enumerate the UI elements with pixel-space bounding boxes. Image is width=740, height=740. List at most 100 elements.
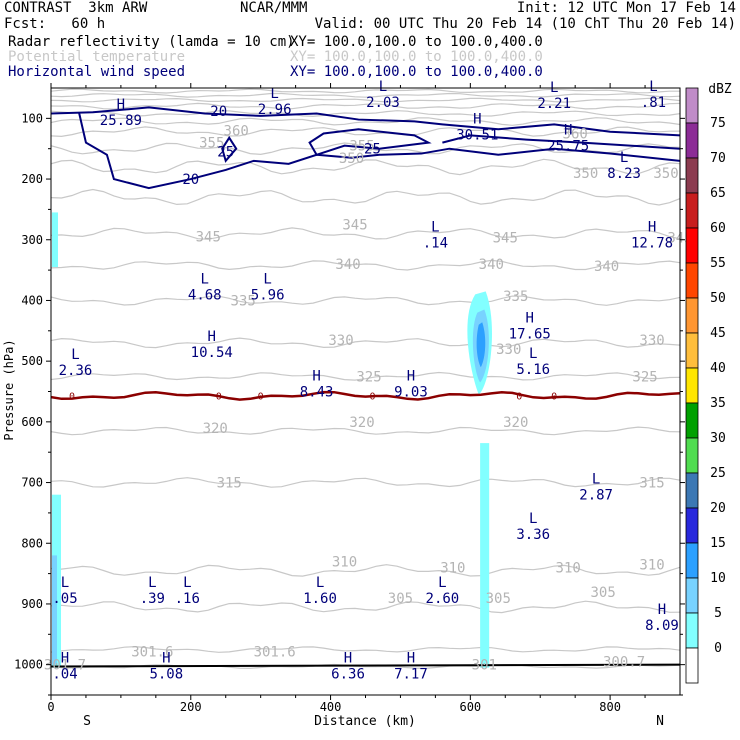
y-tick-label: 600 <box>21 415 43 429</box>
colorbar-label: 0 <box>714 641 722 656</box>
extremum-marker: H <box>526 311 534 327</box>
colorbar-label: 5 <box>714 606 722 621</box>
extremum-value: 10.54 <box>191 345 233 361</box>
theta-isoline-label: 340 <box>335 257 360 273</box>
extremum-value: 2.03 <box>366 95 400 111</box>
theta-isoline-label: 301 <box>472 658 497 674</box>
theta-isoline-label: 315 <box>639 476 664 492</box>
header-org: NCAR/MMM <box>240 0 308 16</box>
theta-isoline-label: 330 <box>496 342 521 358</box>
extremum-value: 8.23 <box>607 166 641 182</box>
extremum-marker: L <box>620 150 628 166</box>
extremum-marker: L <box>71 347 79 363</box>
y-tick-label: 500 <box>21 354 43 368</box>
theta-isoline-label: 320 <box>203 421 228 437</box>
theta-isoline-label: 350 <box>653 166 678 182</box>
colorbar-label: 35 <box>710 396 726 411</box>
header-init: Init: 12 UTC Mon 17 Feb 14 <box>516 0 736 16</box>
freezing-level-label: 0 <box>369 392 375 403</box>
extremum-marker: L <box>529 511 537 527</box>
theta-isoline-label: 340 <box>479 257 504 273</box>
extremum-value: 5.96 <box>251 287 285 303</box>
theta-isoline-label: 305 <box>590 585 615 601</box>
theta-isoline <box>51 371 680 381</box>
x-axis-label: Distance (km) <box>314 714 416 729</box>
colorbar-label: 75 <box>710 116 726 131</box>
extremum-value: 2.87 <box>579 488 613 504</box>
colorbar-swatch <box>685 297 699 334</box>
theta-isoline-label: 320 <box>349 415 374 431</box>
extremum-marker: L <box>649 79 657 95</box>
freezing-level-label: 0 <box>551 392 557 403</box>
wind-contour-label: 25 <box>217 145 234 161</box>
colorbar-swatch <box>685 437 699 474</box>
extremum-marker: H <box>312 368 320 384</box>
extremum-marker: H <box>344 651 352 667</box>
theta-isoline <box>51 645 680 653</box>
extremum-marker: L <box>183 575 191 591</box>
colorbar-swatch <box>685 472 699 509</box>
x-tick-label: 800 <box>599 700 621 714</box>
x-tick-label: 600 <box>459 700 481 714</box>
freezing-level-label: 0 <box>69 392 75 403</box>
colorbar-label: 65 <box>710 186 726 201</box>
extremum-value: .81 <box>641 95 666 111</box>
colorbar-label: 10 <box>710 571 726 586</box>
theta-isoline-label: 360 <box>224 123 249 139</box>
extremum-marker: L <box>438 575 446 591</box>
extremum-marker: L <box>148 575 156 591</box>
reflectivity-echo <box>52 212 58 268</box>
extremum-marker: L <box>270 86 278 102</box>
theta-isoline-label: 345 <box>493 230 518 246</box>
theta-isoline <box>51 88 680 94</box>
extremum-marker: L <box>201 271 209 287</box>
extremum-marker: L <box>263 271 271 287</box>
colorbar-label: 15 <box>710 536 726 551</box>
extremum-value: .14 <box>423 236 448 252</box>
reflectivity-echo <box>480 443 490 668</box>
theta-isoline <box>51 259 680 271</box>
x-tick-label: 0 <box>47 700 54 714</box>
theta-isoline-label: 345 <box>196 230 221 246</box>
extremum-value: 17.65 <box>509 327 551 343</box>
extremum-value: 3.36 <box>516 527 550 543</box>
extremum-marker: L <box>379 79 387 95</box>
theta-isoline-label: 320 <box>503 415 528 431</box>
header-forecast: Fcst: 60 h <box>4 16 106 32</box>
extremum-value: 8.09 <box>645 618 679 634</box>
theta-isoline <box>51 295 680 306</box>
theta-isoline-label: 310 <box>556 561 581 577</box>
freezing-level-line <box>51 390 680 401</box>
extremum-value: .04 <box>52 667 77 683</box>
reflectivity-echo <box>476 322 486 368</box>
freezing-level-label: 0 <box>516 392 522 403</box>
theta-isoline <box>51 158 680 176</box>
colorbar-label: 25 <box>710 466 726 481</box>
y-tick-label: 700 <box>21 476 43 490</box>
theta-isoline <box>51 600 680 614</box>
y-axis-label: Pressure (hPa) <box>2 339 16 440</box>
wind-contour <box>77 112 680 190</box>
header-title: CONTRAST 3km ARW <box>4 0 148 16</box>
extremum-value: 8.43 <box>300 384 334 400</box>
theta-isoline-label: 325 <box>632 369 657 385</box>
y-tick-label: 200 <box>21 172 43 186</box>
colorbar-swatch <box>685 157 699 194</box>
colorbar-swatch <box>685 647 699 684</box>
extremum-value: 4.68 <box>188 287 222 303</box>
extremum-marker: H <box>658 602 666 618</box>
legend-xy-wind: XY= 100.0,100.0 to 100.0,400.0 <box>290 64 543 80</box>
theta-isoline-label: 310 <box>440 561 465 577</box>
theta-isoline <box>51 477 680 488</box>
theta-isoline-label: 310 <box>639 557 664 573</box>
colorbar-swatch <box>685 507 699 544</box>
extremum-value: 2.96 <box>258 102 292 118</box>
colorbar-label: 50 <box>710 291 726 306</box>
colorbar-swatch <box>685 577 699 614</box>
extremum-marker: L <box>431 220 439 236</box>
colorbar-label: 45 <box>710 326 726 341</box>
colorbar-swatch <box>685 542 699 579</box>
theta-isoline-label: 330 <box>639 333 664 349</box>
theta-isoline-label: 305 <box>486 591 511 607</box>
